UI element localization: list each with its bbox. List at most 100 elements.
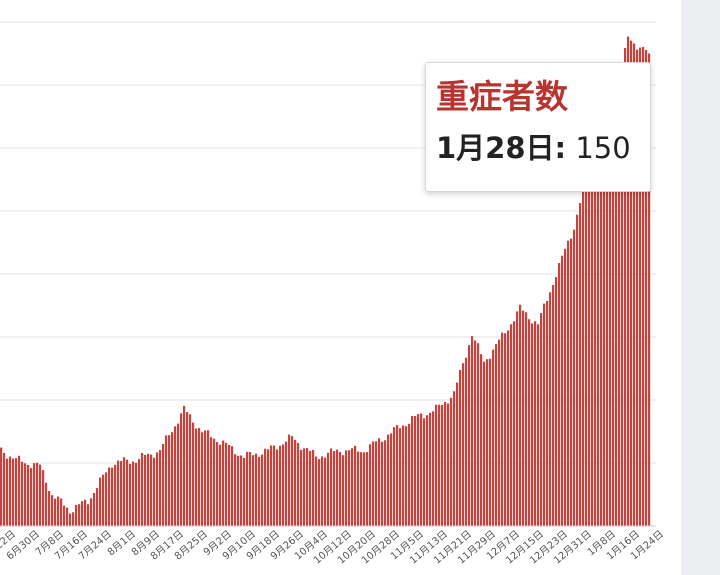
bar[interactable] (96, 488, 99, 526)
bar[interactable] (606, 130, 609, 526)
bar[interactable] (645, 50, 648, 526)
bar[interactable] (165, 435, 168, 526)
bar[interactable] (0, 447, 3, 526)
bar[interactable] (108, 467, 111, 526)
bar[interactable] (324, 457, 327, 526)
bar[interactable] (306, 448, 309, 526)
bar[interactable] (411, 415, 414, 526)
bar[interactable] (183, 405, 186, 526)
bar[interactable] (228, 444, 231, 526)
bar[interactable] (24, 463, 27, 526)
bar[interactable] (15, 458, 18, 526)
bar[interactable] (171, 432, 174, 526)
bar[interactable] (399, 428, 402, 526)
bar[interactable] (381, 441, 384, 526)
bar[interactable] (396, 425, 399, 526)
bar[interactable] (603, 136, 606, 526)
bar[interactable] (276, 449, 279, 526)
bar[interactable] (303, 448, 306, 526)
bar[interactable] (189, 414, 192, 526)
bar[interactable] (459, 369, 462, 526)
bar[interactable] (126, 459, 129, 526)
bar[interactable] (360, 452, 363, 526)
bar[interactable] (552, 284, 555, 526)
bar[interactable] (618, 84, 621, 527)
bar[interactable] (432, 411, 435, 526)
bar[interactable] (102, 474, 105, 526)
bar[interactable] (132, 461, 135, 526)
bar[interactable] (195, 428, 198, 526)
bar[interactable] (600, 138, 603, 527)
bar[interactable] (387, 434, 390, 526)
bar[interactable] (309, 450, 312, 526)
bar[interactable] (576, 214, 579, 527)
bar[interactable] (93, 493, 96, 526)
bar[interactable] (417, 414, 420, 526)
bar[interactable] (639, 47, 642, 527)
bar[interactable] (504, 333, 507, 526)
bar[interactable] (27, 464, 30, 526)
bar[interactable] (609, 128, 612, 526)
bar[interactable] (564, 248, 567, 526)
bar[interactable] (114, 464, 117, 526)
bar[interactable] (285, 441, 288, 526)
bar[interactable] (234, 454, 237, 526)
bar[interactable] (225, 442, 228, 526)
bar[interactable] (522, 310, 525, 526)
bar[interactable] (315, 456, 318, 526)
bar[interactable] (69, 513, 72, 526)
bar[interactable] (543, 303, 546, 526)
bar[interactable] (198, 428, 201, 526)
bar[interactable] (375, 441, 378, 526)
bar[interactable] (402, 425, 405, 526)
bar[interactable] (66, 507, 69, 526)
bar[interactable] (57, 496, 60, 526)
bar[interactable] (621, 68, 624, 526)
bar[interactable] (510, 324, 513, 526)
bar[interactable] (405, 426, 408, 526)
bar[interactable] (36, 462, 39, 526)
bar[interactable] (60, 498, 63, 526)
bar[interactable] (240, 455, 243, 526)
bar[interactable] (441, 404, 444, 526)
bar[interactable] (210, 437, 213, 526)
bar[interactable] (117, 460, 120, 526)
bar[interactable] (3, 452, 6, 526)
bar[interactable] (390, 433, 393, 526)
bar[interactable] (192, 422, 195, 526)
bar[interactable] (54, 498, 57, 526)
bar[interactable] (219, 444, 222, 526)
bar[interactable] (318, 459, 321, 526)
bar[interactable] (51, 495, 54, 526)
bar[interactable] (33, 463, 36, 526)
bar[interactable] (498, 339, 501, 526)
bar[interactable] (594, 154, 597, 526)
bar[interactable] (216, 441, 219, 526)
bar[interactable] (342, 455, 345, 526)
bar[interactable] (204, 430, 207, 526)
bar[interactable] (384, 440, 387, 526)
bar[interactable] (249, 452, 252, 526)
bar[interactable] (201, 432, 204, 526)
bar[interactable] (84, 499, 87, 526)
bar[interactable] (237, 455, 240, 526)
bar[interactable] (81, 501, 84, 526)
bar[interactable] (513, 321, 516, 526)
bar[interactable] (291, 436, 294, 526)
bar[interactable] (537, 324, 540, 526)
bar[interactable] (477, 343, 480, 526)
bar[interactable] (255, 453, 258, 526)
bar[interactable] (333, 451, 336, 526)
bar[interactable] (9, 456, 12, 526)
bar[interactable] (348, 450, 351, 526)
bar[interactable] (252, 455, 255, 526)
bar[interactable] (327, 452, 330, 526)
bar[interactable] (150, 454, 153, 526)
bar[interactable] (573, 229, 576, 526)
bar[interactable] (180, 413, 183, 526)
bar[interactable] (438, 404, 441, 526)
bar[interactable] (156, 452, 159, 526)
bar[interactable] (48, 491, 51, 526)
bar[interactable] (177, 423, 180, 526)
bar[interactable] (222, 440, 225, 526)
